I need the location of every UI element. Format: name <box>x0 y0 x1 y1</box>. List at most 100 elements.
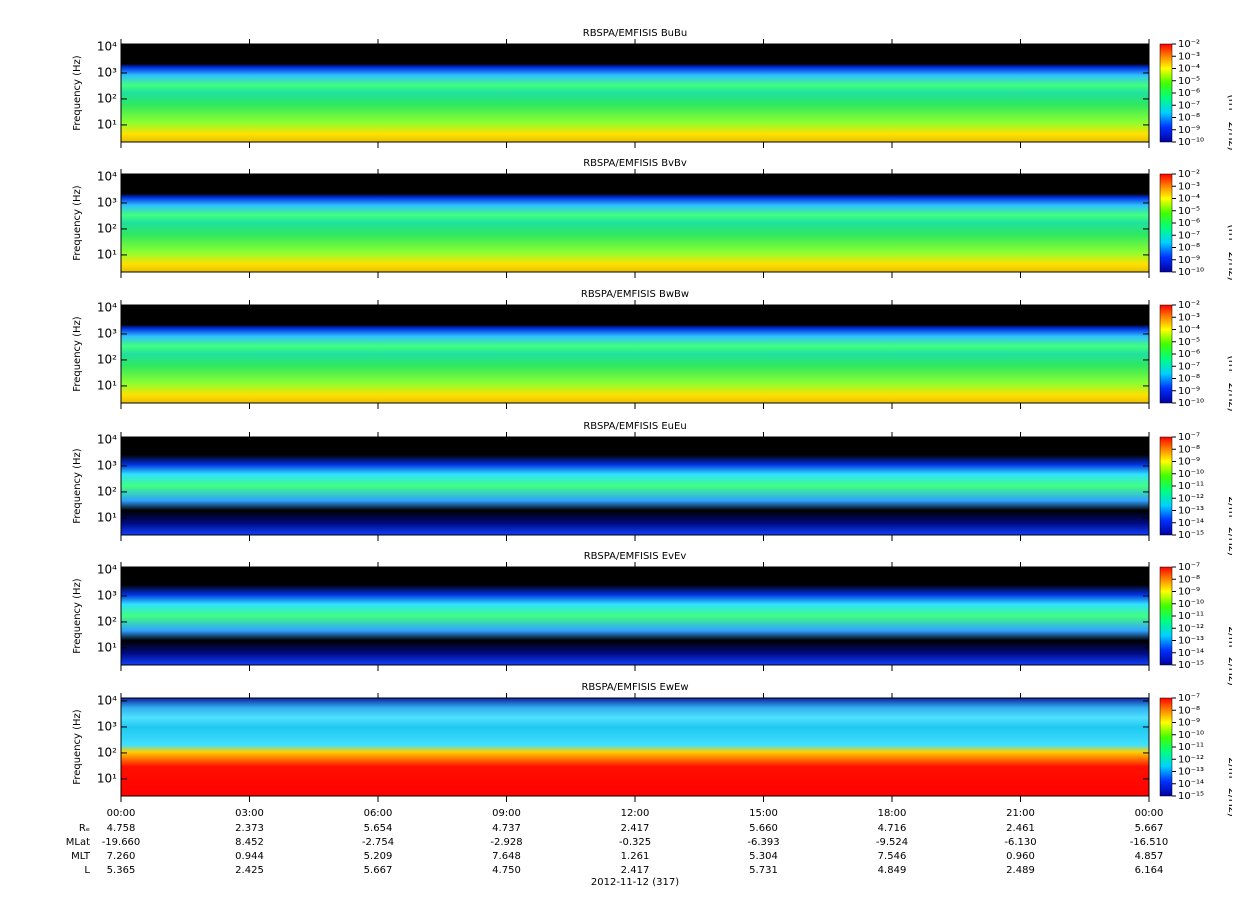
colorbar-tick-label: 10⁻¹⁵ <box>1178 530 1204 541</box>
y-tick-label: 10¹ <box>97 771 117 785</box>
y-axis-label: Frequency (Hz) <box>72 448 83 524</box>
colorbar-tick-label: 10⁻⁹ <box>1178 386 1200 397</box>
spectrogram <box>121 567 1149 665</box>
colorbar-tick-label: 10⁻⁹ <box>1178 125 1200 136</box>
ephemeris-value: 4.716 <box>878 823 907 834</box>
panel-title: RBSPA/EMFISIS BvBv <box>583 158 687 169</box>
colorbar-tick-label: 10⁻⁹ <box>1178 587 1200 598</box>
colorbar-tick-label: 10⁻¹³ <box>1178 636 1204 647</box>
ephemeris-label: Rₑ <box>79 823 90 834</box>
colorbar-tick-label: 10⁻¹⁰ <box>1178 469 1204 480</box>
y-axis-label: Frequency (Hz) <box>72 55 83 131</box>
colorbar-label: amplitude (V^2/m^2/Hz) <box>1226 416 1239 556</box>
ephemeris-value: 5.667 <box>1135 823 1164 834</box>
ephemeris-value: 4.750 <box>492 865 521 876</box>
ephemeris-value: 2.425 <box>235 865 264 876</box>
colorbar-tick-label: 10⁻¹¹ <box>1178 742 1204 753</box>
y-tick-label: 10³ <box>97 458 117 472</box>
y-tick-label: 10³ <box>97 719 117 733</box>
y-tick-label: 10² <box>97 91 117 105</box>
panel-title: RBSPA/EMFISIS EwEw <box>581 682 688 693</box>
ephemeris-value: -0.325 <box>619 837 651 848</box>
colorbar-tick-label: 10⁻⁶ <box>1178 88 1200 99</box>
spectrogram <box>121 698 1149 796</box>
x-tick-label: 00:00 <box>107 808 136 819</box>
colorbar-tick-label: 10⁻¹⁰ <box>1178 599 1204 610</box>
colorbar <box>1159 436 1173 536</box>
colorbar-tick-label: 10⁻¹³ <box>1178 767 1204 778</box>
ephemeris-value: 1.261 <box>621 851 650 862</box>
ephemeris-value: -6.393 <box>747 837 779 848</box>
y-tick-label: 10² <box>97 484 117 498</box>
colorbar-tick-label: 10⁻⁷ <box>1178 432 1200 443</box>
x-tick-label: 18:00 <box>878 808 907 819</box>
ephemeris-value: 0.944 <box>235 851 264 862</box>
ephemeris-value: 4.758 <box>107 823 136 834</box>
ephemeris-value: 4.737 <box>492 823 521 834</box>
ephemeris-value: 2.373 <box>235 823 264 834</box>
y-tick-label: 10¹ <box>97 117 117 131</box>
y-tick-label: 10⁴ <box>97 693 117 707</box>
ephemeris-value: 0.960 <box>1006 851 1035 862</box>
colorbar-tick-label: 10⁻¹⁰ <box>1178 730 1204 741</box>
x-tick-label: 00:00 <box>1135 808 1164 819</box>
ephemeris-value: -6.130 <box>1004 837 1036 848</box>
colorbar-tick-label: 10⁻⁷ <box>1178 693 1200 704</box>
colorbar-tick-label: 10⁻⁷ <box>1178 100 1200 111</box>
colorbar-tick-label: 10⁻¹⁴ <box>1178 518 1204 529</box>
spectrogram <box>121 44 1149 142</box>
x-tick-label: 09:00 <box>492 808 521 819</box>
colorbar-tick-label: 10⁻⁴ <box>1178 64 1200 75</box>
y-tick-label: 10² <box>97 745 117 759</box>
colorbar-tick-label: 10⁻⁴ <box>1178 194 1200 205</box>
ephemeris-label: L <box>84 865 90 876</box>
x-tick-label: 15:00 <box>749 808 778 819</box>
colorbar <box>1159 43 1173 143</box>
x-tick-label: 06:00 <box>364 808 393 819</box>
colorbar <box>1159 566 1173 666</box>
ephemeris-label: MLT <box>71 851 91 862</box>
y-tick-label: 10¹ <box>97 640 117 654</box>
colorbar-tick-label: 10⁻³ <box>1178 312 1200 323</box>
colorbar-tick-label: 10⁻⁷ <box>1178 361 1200 372</box>
colorbar-tick-label: 10⁻³ <box>1178 51 1200 62</box>
colorbar-tick-label: 10⁻⁸ <box>1178 705 1200 716</box>
colorbar-label: amplitude (V^2/m^2/Hz) <box>1226 677 1239 817</box>
y-tick-label: 10⁴ <box>97 562 117 576</box>
ephemeris-label: MLat <box>66 837 90 848</box>
ephemeris-value: -2.754 <box>362 837 394 848</box>
colorbar-tick-label: 10⁻⁶ <box>1178 218 1200 229</box>
x-tick-label: 21:00 <box>1006 808 1035 819</box>
colorbar-tick-label: 10⁻⁵ <box>1178 76 1200 87</box>
colorbar-tick-label: 10⁻² <box>1178 169 1200 180</box>
colorbar-tick-label: 10⁻² <box>1178 39 1200 50</box>
colorbar-tick-label: 10⁻⁹ <box>1178 457 1200 468</box>
ephemeris-value: -2.928 <box>490 837 522 848</box>
ephemeris-value: 2.461 <box>1006 823 1035 834</box>
ephemeris-value: 2.489 <box>1006 865 1035 876</box>
ephemeris-value: -9.524 <box>876 837 908 848</box>
colorbar <box>1159 304 1173 404</box>
ephemeris-value: 5.667 <box>364 865 393 876</box>
ephemeris-value: 5.660 <box>749 823 778 834</box>
ephemeris-value: 5.654 <box>364 823 393 834</box>
colorbar-tick-label: 10⁻¹⁰ <box>1178 398 1204 409</box>
colorbar-tick-label: 10⁻¹⁰ <box>1178 267 1204 278</box>
ephemeris-value: 2.417 <box>621 865 650 876</box>
x-tick-label: 12:00 <box>621 808 650 819</box>
colorbar-tick-label: 10⁻¹⁴ <box>1178 779 1204 790</box>
colorbar-tick-label: 10⁻¹⁵ <box>1178 791 1204 802</box>
ephemeris-value: 5.365 <box>107 865 136 876</box>
colorbar-tick-label: 10⁻¹¹ <box>1178 611 1204 622</box>
x-tick-label: 03:00 <box>235 808 264 819</box>
colorbar-tick-label: 10⁻¹³ <box>1178 506 1204 517</box>
panel-title: RBSPA/EMFISIS EvEv <box>584 551 687 562</box>
colorbar-tick-label: 10⁻⁵ <box>1178 337 1200 348</box>
y-tick-label: 10³ <box>97 588 117 602</box>
colorbar-tick-label: 10⁻⁷ <box>1178 230 1200 241</box>
colorbar-label: amplitude (nT^2/Hz) <box>1226 35 1239 150</box>
ephemeris-value: 5.731 <box>749 865 778 876</box>
colorbar-tick-label: 10⁻³ <box>1178 181 1200 192</box>
y-tick-label: 10² <box>97 352 117 366</box>
